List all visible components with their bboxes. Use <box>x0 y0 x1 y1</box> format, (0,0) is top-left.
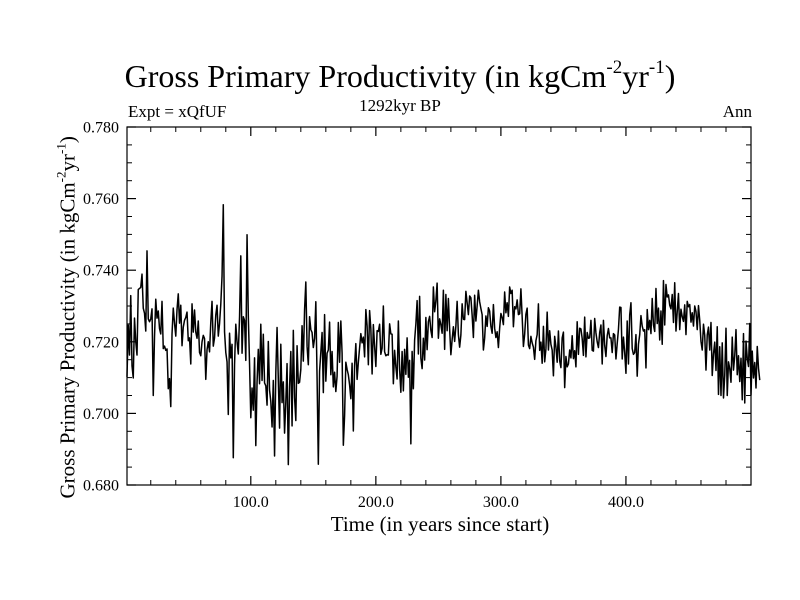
y-tick-label: 0.720 <box>83 334 119 351</box>
y-tick-label: 0.740 <box>83 263 119 280</box>
y-axis-label: Gross Primary Productivity (in kgCm-2yr-… <box>53 136 81 499</box>
y-axis-label-exp1: -2 <box>53 171 69 183</box>
x-tick-label: 300.0 <box>483 494 519 511</box>
y-axis-label-mid: yr <box>55 153 80 172</box>
x-axis-label: Time (in years since start) <box>330 512 550 536</box>
chart-title-close: ) <box>664 58 676 94</box>
chart-title-exp1: -2 <box>606 57 623 78</box>
chart-title-exp2: -1 <box>648 57 665 78</box>
chart-title-text: Gross Primary Productivity (in kgCm <box>124 58 607 94</box>
y-tick-label: 0.700 <box>83 406 119 423</box>
x-tick-label: 400.0 <box>608 494 644 511</box>
x-tick-label: 200.0 <box>358 494 394 511</box>
y-tick-label: 0.680 <box>83 478 119 495</box>
y-axis-label-exp2: -1 <box>53 143 69 154</box>
plot-frame <box>126 126 752 486</box>
chart-title-mid: yr <box>622 58 649 94</box>
series-line-0 <box>126 203 761 466</box>
axis-layer: 0.680 0.700 0.720 0.740 0.760 0.780 100.0 200.0… <box>83 120 751 511</box>
y-axis-label-text: Gross Primary Productivity (in kgCm <box>55 182 80 499</box>
y-tick-label: 0.760 <box>83 191 119 208</box>
chart-subtitle: 1292kyr BP <box>359 96 441 115</box>
chart-title: Gross Primary Productivity (in kgCm-2yr-… <box>0 58 800 95</box>
y-tick-label: 0.780 <box>83 120 119 137</box>
x-tick-label: 100.0 <box>233 494 269 511</box>
experiment-label: Expt = xQfUF <box>128 102 227 121</box>
y-axis-label-close: ) <box>55 136 80 144</box>
season-label: Ann <box>722 102 752 121</box>
data-layer <box>126 203 761 466</box>
